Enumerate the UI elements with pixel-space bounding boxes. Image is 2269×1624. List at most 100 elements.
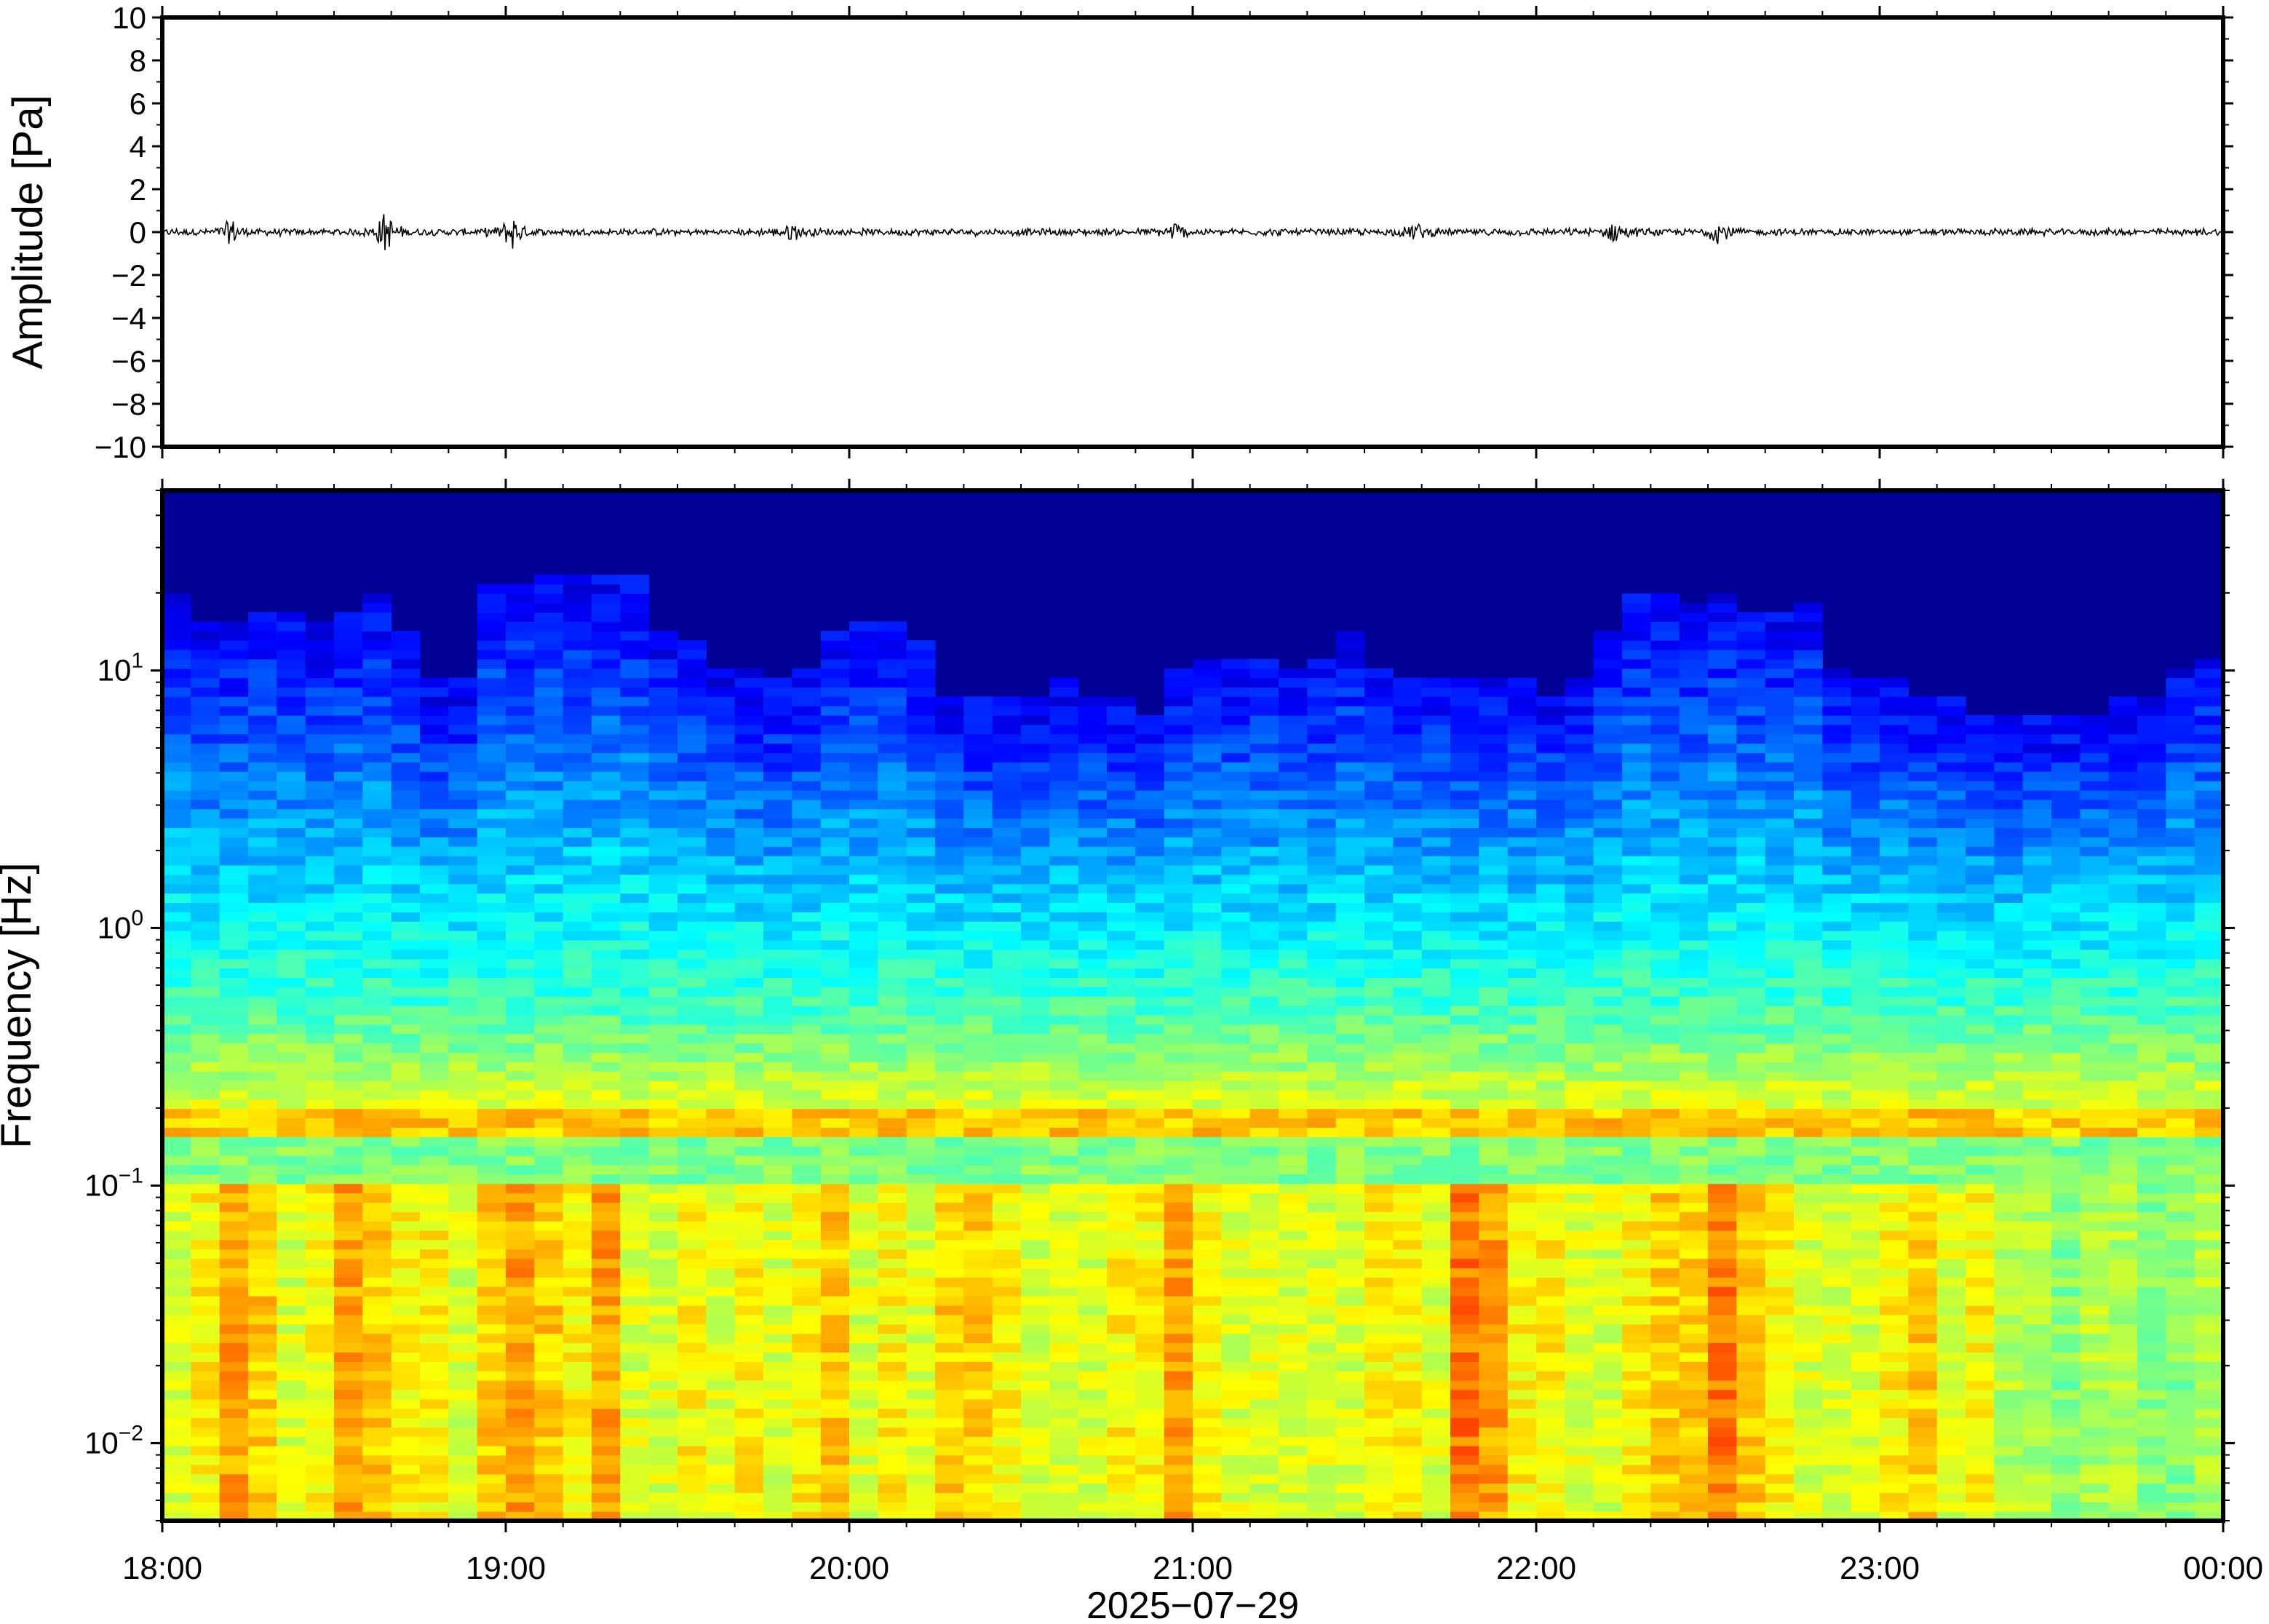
spectrogram-cell — [1078, 696, 1108, 706]
spectrogram-cell — [1450, 818, 1479, 828]
spectrogram-cell — [1021, 987, 1050, 997]
spectrogram-cell — [849, 827, 878, 837]
spectrogram-cell — [1307, 1202, 1337, 1212]
spectrogram-cell — [1479, 715, 1509, 725]
spectrogram-cell — [849, 1389, 878, 1400]
spectrogram-cell — [362, 1052, 392, 1062]
spectrogram-cell — [1450, 1089, 1479, 1100]
spectrogram-cell — [1421, 1473, 1451, 1484]
spectrogram-cell — [763, 706, 792, 716]
spectrogram-cell — [1078, 1314, 1108, 1325]
spectrogram-cell — [1078, 1202, 1108, 1212]
spectrogram-cell — [162, 1446, 191, 1456]
spectrogram-cell — [334, 1333, 363, 1343]
spectrogram-cell — [1593, 1267, 1623, 1278]
spectrogram-cell — [362, 1296, 392, 1306]
spectrogram-cell — [1622, 1071, 1651, 1081]
spectrogram-cell — [1307, 1305, 1337, 1315]
spectrogram-cell — [1135, 1277, 1165, 1287]
spectrogram-cell — [362, 640, 392, 650]
spectrogram-cell — [648, 1296, 678, 1306]
spectrogram-cell — [1021, 864, 1050, 875]
spectrogram-cell — [534, 658, 564, 669]
spectrogram-cell — [191, 1380, 220, 1390]
spectrogram-cell — [506, 1305, 535, 1315]
spectrogram-cell — [1164, 1342, 1193, 1353]
spectrogram-cell — [792, 1193, 822, 1203]
spectrogram-cell — [1479, 1033, 1509, 1044]
spectrogram-cell — [1021, 827, 1050, 837]
spectrogram-cell — [820, 1211, 850, 1222]
spectrogram-cell — [1335, 1089, 1365, 1100]
spectrogram-cell — [448, 977, 478, 987]
spectrogram-cell — [162, 846, 191, 856]
spectrogram-cell — [1622, 1202, 1651, 1212]
spectrogram-cell — [1565, 1314, 1594, 1325]
spectrogram-cell — [1364, 1342, 1394, 1353]
spectrogram-cell — [1393, 1230, 1423, 1241]
spectrogram-cell — [448, 781, 478, 791]
spectrogram-cell — [448, 696, 478, 706]
spectrogram-cell — [1622, 977, 1651, 987]
spectrogram-cell — [162, 902, 191, 912]
spectrogram-cell — [534, 827, 564, 837]
spectrogram-cell — [191, 1137, 220, 1147]
spectrogram-cell — [477, 1183, 506, 1194]
spectrogram-cell — [992, 1361, 1022, 1372]
spectrogram-cell — [1335, 668, 1365, 679]
spectrogram-cell — [1622, 1464, 1651, 1475]
spectrogram-cell — [1279, 696, 1308, 706]
spectrogram-cell — [763, 1483, 792, 1493]
spectrogram-cell — [792, 1371, 822, 1381]
spectrogram-cell — [219, 1230, 249, 1241]
spectrogram-cell — [1593, 789, 1623, 800]
spectrogram-cell — [162, 1033, 191, 1044]
spectrogram-cell — [162, 1108, 191, 1119]
spectrogram-cell — [706, 1062, 736, 1072]
spectrogram-cell — [792, 1043, 822, 1053]
spectrogram-cell — [1335, 1398, 1365, 1409]
spectrogram-cell — [1479, 1267, 1509, 1278]
spectrogram-cell — [1565, 958, 1594, 969]
spectrogram-cell — [1565, 1155, 1594, 1166]
spectrogram-cell — [906, 893, 936, 903]
spectrogram-cell — [277, 1286, 306, 1297]
spectrogram-cell — [162, 677, 191, 688]
spectrogram-cell — [305, 1099, 335, 1110]
spectrogram-cell — [334, 1277, 363, 1287]
spectrogram-cell — [1221, 1193, 1251, 1203]
spectrogram-cell — [1135, 808, 1165, 819]
spectrogram-cell — [563, 612, 592, 622]
spectrogram-cell — [1279, 1314, 1308, 1325]
spectrogram-cell — [792, 1389, 822, 1400]
spectrogram-cell — [477, 1417, 506, 1428]
spectrogram-cell — [820, 1080, 850, 1091]
spectrogram-cell — [648, 631, 678, 641]
spectrogram-cell — [592, 987, 621, 997]
spectrogram-cell — [1507, 1043, 1537, 1053]
spectrogram-cell — [248, 640, 277, 650]
spectrogram-cell — [1335, 1080, 1365, 1091]
spectrogram-cell — [334, 958, 363, 969]
spectrogram-cell — [677, 939, 707, 950]
spectrogram-cell — [1221, 1127, 1251, 1137]
spectrogram-cell — [763, 902, 792, 912]
spectrogram-cell — [506, 1398, 535, 1409]
spectrogram-cell — [1307, 827, 1337, 837]
spectrogram-cell — [1249, 846, 1279, 856]
spectrogram-cell — [1335, 752, 1365, 763]
spectrogram-cell — [277, 818, 306, 828]
spectrogram-cell — [191, 1043, 220, 1053]
spectrogram-cell — [734, 762, 764, 772]
spectrogram-cell — [1249, 1314, 1279, 1325]
spectrogram-cell — [563, 1164, 592, 1175]
spectrogram-cell — [1049, 996, 1079, 1006]
spectrogram-cell — [534, 1352, 564, 1362]
spectrogram-cell — [1249, 799, 1279, 810]
spectrogram-cell — [1364, 1211, 1394, 1222]
spectrogram-cell — [906, 902, 936, 912]
spectrogram-cell — [1193, 1052, 1222, 1062]
spectrogram-cell — [334, 649, 363, 660]
spectrogram-cell — [906, 1314, 936, 1325]
spectrogram-cell — [162, 724, 191, 735]
